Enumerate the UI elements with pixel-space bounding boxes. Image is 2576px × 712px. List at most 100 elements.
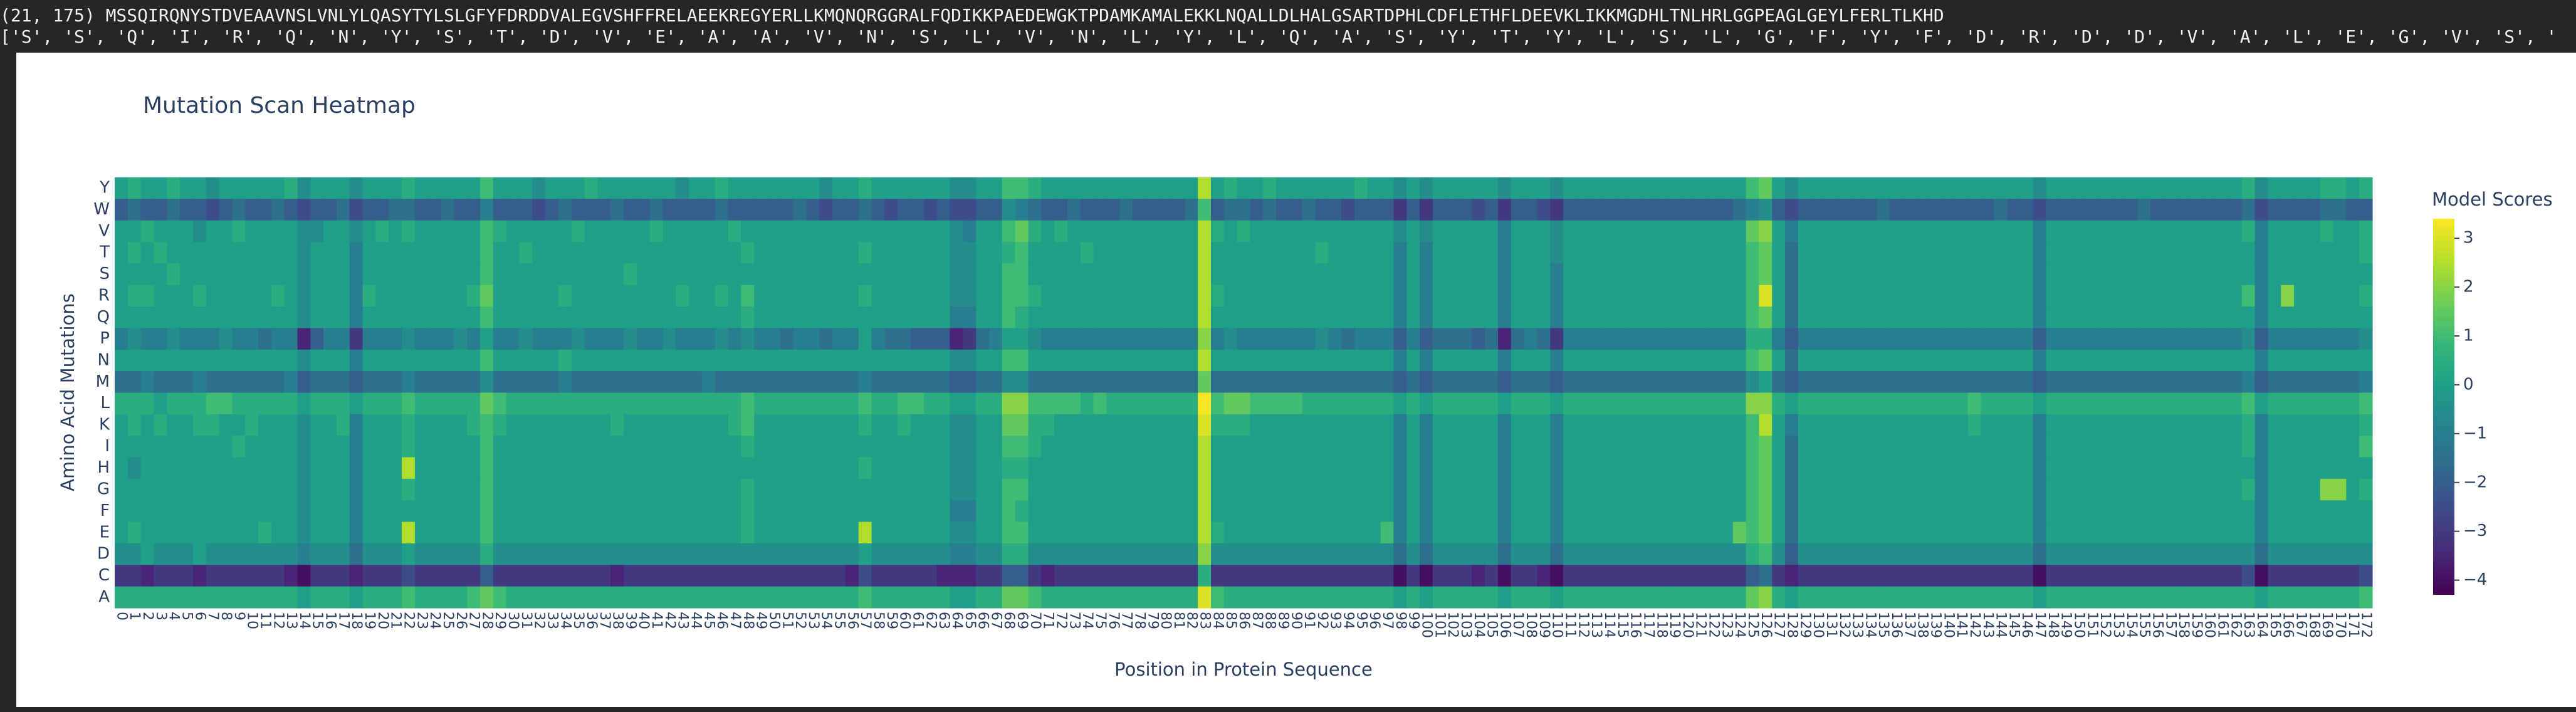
x-tick-label: 16 xyxy=(323,612,338,629)
heatmap-cell xyxy=(1511,521,1525,544)
heatmap-cell xyxy=(2150,220,2164,243)
heatmap-cell xyxy=(1302,349,1316,372)
heatmap-cell xyxy=(1837,242,1851,264)
heatmap-cell xyxy=(1223,220,1238,243)
heatmap-cell xyxy=(1028,457,1042,479)
heatmap-cell xyxy=(884,177,898,199)
heatmap-cell xyxy=(1589,242,1603,264)
heatmap-cell xyxy=(1785,565,1799,587)
heatmap-cell xyxy=(624,220,637,243)
heatmap-cell xyxy=(2019,328,2034,350)
heatmap-cell xyxy=(2033,285,2047,307)
heatmap-cell xyxy=(1550,543,1564,565)
heatmap-cell xyxy=(245,220,259,243)
heatmap-cell xyxy=(414,199,429,221)
heatmap-cell xyxy=(467,521,481,544)
heatmap-cell xyxy=(1250,177,1264,199)
heatmap-cell xyxy=(310,371,324,394)
heatmap-cell xyxy=(1537,220,1551,243)
heatmap-cell xyxy=(545,543,559,565)
heatmap-cell xyxy=(1432,392,1447,415)
heatmap-cell xyxy=(2019,436,2034,458)
heatmap-cell xyxy=(689,414,703,436)
heatmap-cell xyxy=(154,285,167,307)
heatmap-cell xyxy=(532,349,546,372)
heatmap-cell xyxy=(1667,242,1682,264)
heatmap-cell xyxy=(1719,306,1734,329)
heatmap-cell xyxy=(1106,242,1120,264)
heatmap-cell xyxy=(2072,543,2086,565)
heatmap-cell xyxy=(1015,328,1029,350)
heatmap-cell xyxy=(819,263,833,286)
heatmap-cell xyxy=(1524,306,1538,329)
heatmap-cell xyxy=(192,242,207,264)
heatmap-cell xyxy=(2059,500,2073,523)
heatmap-cell xyxy=(1732,500,1747,523)
heatmap-cell xyxy=(1420,457,1433,479)
heatmap-cell xyxy=(375,285,389,307)
heatmap-cell xyxy=(493,392,507,415)
heatmap-cell xyxy=(845,436,859,458)
heatmap-cell xyxy=(1876,199,1890,221)
heatmap-cell xyxy=(1223,242,1238,264)
heatmap-cell xyxy=(1171,500,1185,523)
heatmap-cell xyxy=(1328,521,1342,544)
heatmap-cell xyxy=(1680,263,1694,286)
heatmap-cell xyxy=(636,392,651,415)
heatmap-cell xyxy=(1185,392,1198,415)
heatmap-cell xyxy=(297,478,311,501)
heatmap-cell xyxy=(1967,306,1981,329)
heatmap-cell xyxy=(1133,242,1146,264)
heatmap-cell xyxy=(349,220,364,243)
heatmap-cell xyxy=(1328,328,1342,350)
heatmap-cell xyxy=(1732,328,1747,350)
heatmap-cell xyxy=(454,436,468,458)
heatmap-cell xyxy=(1237,414,1251,436)
x-tick-label: 132 xyxy=(1836,612,1852,638)
heatmap-cell xyxy=(780,199,794,221)
x-tick-label: 162 xyxy=(2228,612,2243,638)
heatmap-cell xyxy=(389,371,402,394)
heatmap-cell xyxy=(649,177,664,199)
x-tick-label: 121 xyxy=(1693,612,1709,638)
x-tick-label: 156 xyxy=(2149,612,2165,638)
heatmap-cell xyxy=(506,328,520,350)
heatmap-cell xyxy=(2268,457,2281,479)
x-tick-label: 18 xyxy=(348,612,364,629)
heatmap-cell xyxy=(1746,500,1760,523)
heatmap-cell xyxy=(1981,328,1994,350)
heatmap-cell xyxy=(1628,521,1642,544)
heatmap-cell xyxy=(441,478,454,501)
heatmap-cell xyxy=(479,199,494,221)
heatmap-cell xyxy=(1902,500,1916,523)
heatmap-cell xyxy=(1719,199,1734,221)
heatmap-cell xyxy=(701,349,716,372)
heatmap-cell xyxy=(2359,436,2373,458)
heatmap-cell xyxy=(767,500,781,523)
heatmap-cell xyxy=(950,543,963,565)
heatmap-cell xyxy=(349,285,364,307)
heatmap-cell xyxy=(624,586,637,609)
heatmap-cell xyxy=(988,478,1003,501)
heatmap-cell xyxy=(806,543,820,565)
heatmap-cell xyxy=(1785,371,1799,394)
heatmap-cell xyxy=(806,414,820,436)
heatmap-cell xyxy=(532,177,546,199)
heatmap-cell xyxy=(1680,349,1694,372)
heatmap-cell xyxy=(115,349,128,372)
heatmap-cell xyxy=(1537,521,1551,544)
heatmap-cell xyxy=(819,565,833,587)
heatmap-cell xyxy=(310,457,324,479)
heatmap-cell xyxy=(1367,263,1381,286)
heatmap-cell xyxy=(1198,565,1212,587)
heatmap-cell xyxy=(479,457,494,479)
heatmap-cell xyxy=(2294,586,2308,609)
heatmap-cell xyxy=(728,457,741,479)
heatmap-cell xyxy=(871,328,886,350)
x-tick-label: 113 xyxy=(1588,612,1604,638)
heatmap-cell xyxy=(1785,457,1799,479)
heatmap-cell xyxy=(1223,478,1238,501)
heatmap-cell xyxy=(1158,199,1173,221)
heatmap-cell xyxy=(2059,242,2073,264)
heatmap-cell xyxy=(271,521,285,544)
